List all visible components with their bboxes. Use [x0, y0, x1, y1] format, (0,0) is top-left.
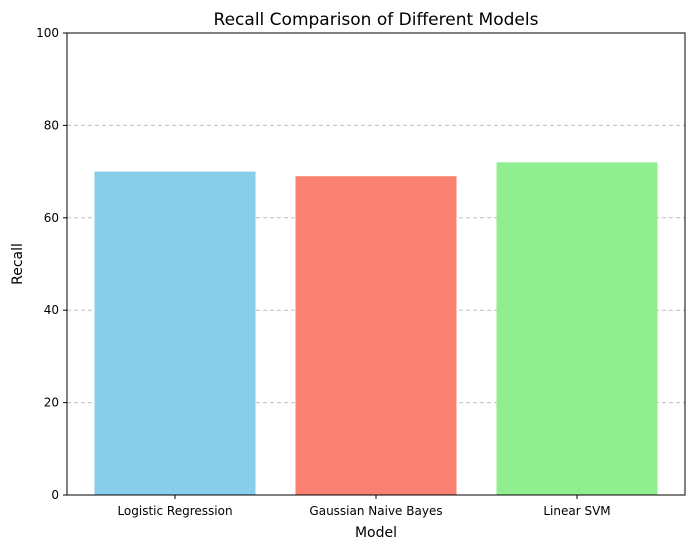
- y-tick-label: 100: [36, 26, 59, 40]
- y-tick-label: 20: [44, 396, 59, 410]
- x-tick-label: Linear SVM: [543, 504, 610, 518]
- bar: [496, 162, 658, 496]
- x-tick-label: Gaussian Naive Bayes: [309, 504, 442, 518]
- x-tick-label: Logistic Regression: [117, 504, 232, 518]
- bar: [295, 176, 457, 495]
- bars: [94, 162, 658, 496]
- x-axis: Logistic Regression Gaussian Naive Bayes L…: [117, 495, 611, 518]
- x-axis-label: Model: [355, 525, 397, 541]
- y-tick-label: 40: [44, 303, 59, 317]
- y-axis-label: Recall: [10, 243, 26, 285]
- y-tick-label: 80: [44, 118, 59, 132]
- y-tick-label: 0: [51, 488, 59, 502]
- y-axis: 0 20 40 60 80 100: [36, 26, 67, 502]
- y-tick-label: 60: [44, 211, 59, 225]
- chart-title: Recall Comparison of Different Models: [214, 10, 539, 30]
- bar: [94, 171, 256, 495]
